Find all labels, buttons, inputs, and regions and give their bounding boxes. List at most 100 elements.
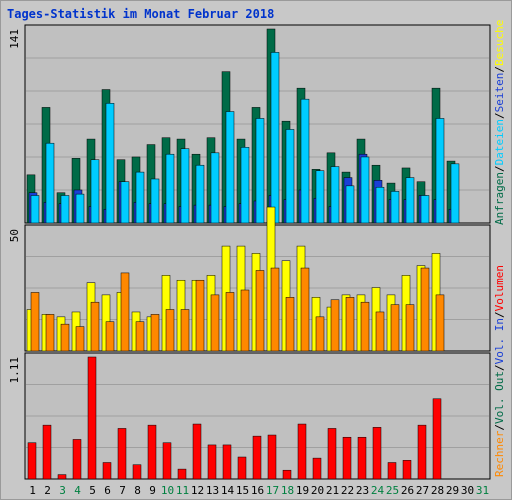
- bar-volumen: [57, 474, 67, 480]
- bar-volumen: [87, 356, 97, 480]
- bar-dateien: [180, 148, 190, 224]
- bar-rechner: [435, 294, 445, 352]
- x-tick-label: 1: [29, 484, 36, 497]
- bar-dateien: [210, 152, 220, 224]
- bar-rechner: [390, 304, 400, 352]
- x-tick-label: 16: [251, 484, 264, 497]
- bar-volumen: [132, 464, 142, 480]
- bar-rechner: [90, 301, 100, 352]
- legend-entry: /: [493, 66, 506, 73]
- bar-dateien: [375, 186, 385, 224]
- bar-volumen: [342, 436, 352, 480]
- bar-volumen: [267, 434, 277, 480]
- bar-dateien: [60, 195, 70, 224]
- x-tick-label: 28: [431, 484, 444, 497]
- bar-volumen: [312, 457, 322, 480]
- legend-entry: Vol. Out: [493, 371, 506, 424]
- bar-rechner: [210, 294, 220, 352]
- bar-dateien: [360, 156, 370, 224]
- x-tick-label: 15: [236, 484, 249, 497]
- x-tick-label: 18: [281, 484, 294, 497]
- bar-volumen: [252, 435, 262, 480]
- bar-volumen: [237, 456, 247, 480]
- x-tick-label: 13: [206, 484, 219, 497]
- bar-dateien: [420, 195, 430, 224]
- bar-dateien: [195, 164, 205, 224]
- bar-volumen: [102, 462, 112, 480]
- bar-volumen: [372, 427, 382, 480]
- bar-rechner: [135, 321, 145, 352]
- x-tick-label: 5: [89, 484, 96, 497]
- bar-volumen: [207, 444, 217, 480]
- legend-entry: Anfragen: [493, 172, 506, 225]
- bar-rechner: [300, 267, 310, 352]
- bar-rechner: [315, 316, 325, 352]
- bar-rechner: [45, 314, 55, 352]
- bar-rechner: [330, 299, 340, 352]
- bar-dateien: [345, 185, 355, 224]
- bar-volumen: [72, 439, 82, 480]
- bar-volumen: [432, 398, 442, 480]
- bar-dateien: [450, 163, 460, 224]
- bar-dateien: [435, 118, 445, 224]
- legend-entry: Besuche: [493, 20, 506, 66]
- legend-entry: Seiten: [493, 73, 506, 113]
- bar-volumen: [42, 424, 52, 480]
- bar-rechner: [225, 292, 235, 352]
- ymax-label-visits: 50: [8, 229, 21, 242]
- x-tick-label: 2: [44, 484, 51, 497]
- bar-dateien: [390, 191, 400, 224]
- bar-volumen: [402, 460, 412, 480]
- x-tick-label: 19: [296, 484, 309, 497]
- bar-volumen: [27, 442, 37, 480]
- bar-volumen: [177, 468, 187, 480]
- bar-dateien: [405, 177, 415, 224]
- x-tick-label: 21: [326, 484, 339, 497]
- bar-rechner: [30, 292, 40, 352]
- bar-volumen: [192, 423, 202, 480]
- legend-lower: Rechner/Vol. Out/Vol. In/Volumen: [493, 265, 506, 477]
- bar-rechner: [180, 309, 190, 352]
- legend-entry: Vol. In: [493, 318, 506, 364]
- bar-volumen: [417, 424, 427, 480]
- x-tick-label: 11: [176, 484, 189, 497]
- bar-volumen: [282, 469, 292, 480]
- bar-dateien: [135, 171, 145, 224]
- ymax-label-volume: 1.11: [8, 357, 21, 384]
- bar-dateien: [240, 147, 250, 224]
- x-tick-label: 6: [104, 484, 111, 497]
- bar-dateien: [30, 195, 40, 224]
- bar-rechner: [405, 304, 415, 352]
- x-tick-label: 23: [356, 484, 369, 497]
- bar-rechner: [345, 297, 355, 352]
- bar-rechner: [75, 326, 85, 352]
- x-tick-label: 20: [311, 484, 324, 497]
- x-tick-label: 10: [161, 484, 174, 497]
- bar-dateien: [90, 159, 100, 224]
- bar-dateien: [225, 111, 235, 224]
- x-tick-label: 8: [134, 484, 141, 497]
- bar-volumen: [357, 436, 367, 480]
- x-tick-label: 25: [386, 484, 399, 497]
- bar-dateien: [105, 103, 115, 224]
- bar-dateien: [270, 52, 280, 224]
- legend-entry: /: [493, 364, 506, 371]
- x-tick-label: 4: [74, 484, 81, 497]
- x-tick-label: 27: [416, 484, 429, 497]
- bar-rechner: [195, 279, 205, 352]
- bar-rechner: [240, 289, 250, 352]
- legend-upper: Anfragen/Dateien/Seiten/Besuche: [493, 20, 506, 225]
- bar-dateien: [165, 153, 175, 224]
- x-tick-label: 3: [59, 484, 66, 497]
- ymax-label-requests: 141: [8, 29, 21, 49]
- x-tick-label: 7: [119, 484, 126, 497]
- bar-volumen: [117, 428, 127, 480]
- bar-dateien: [330, 166, 340, 224]
- x-tick-label: 29: [446, 484, 459, 497]
- legend-entry: /: [493, 311, 506, 318]
- bar-volumen: [387, 462, 397, 480]
- bar-dateien: [300, 98, 310, 224]
- x-tick-label: 24: [371, 484, 385, 497]
